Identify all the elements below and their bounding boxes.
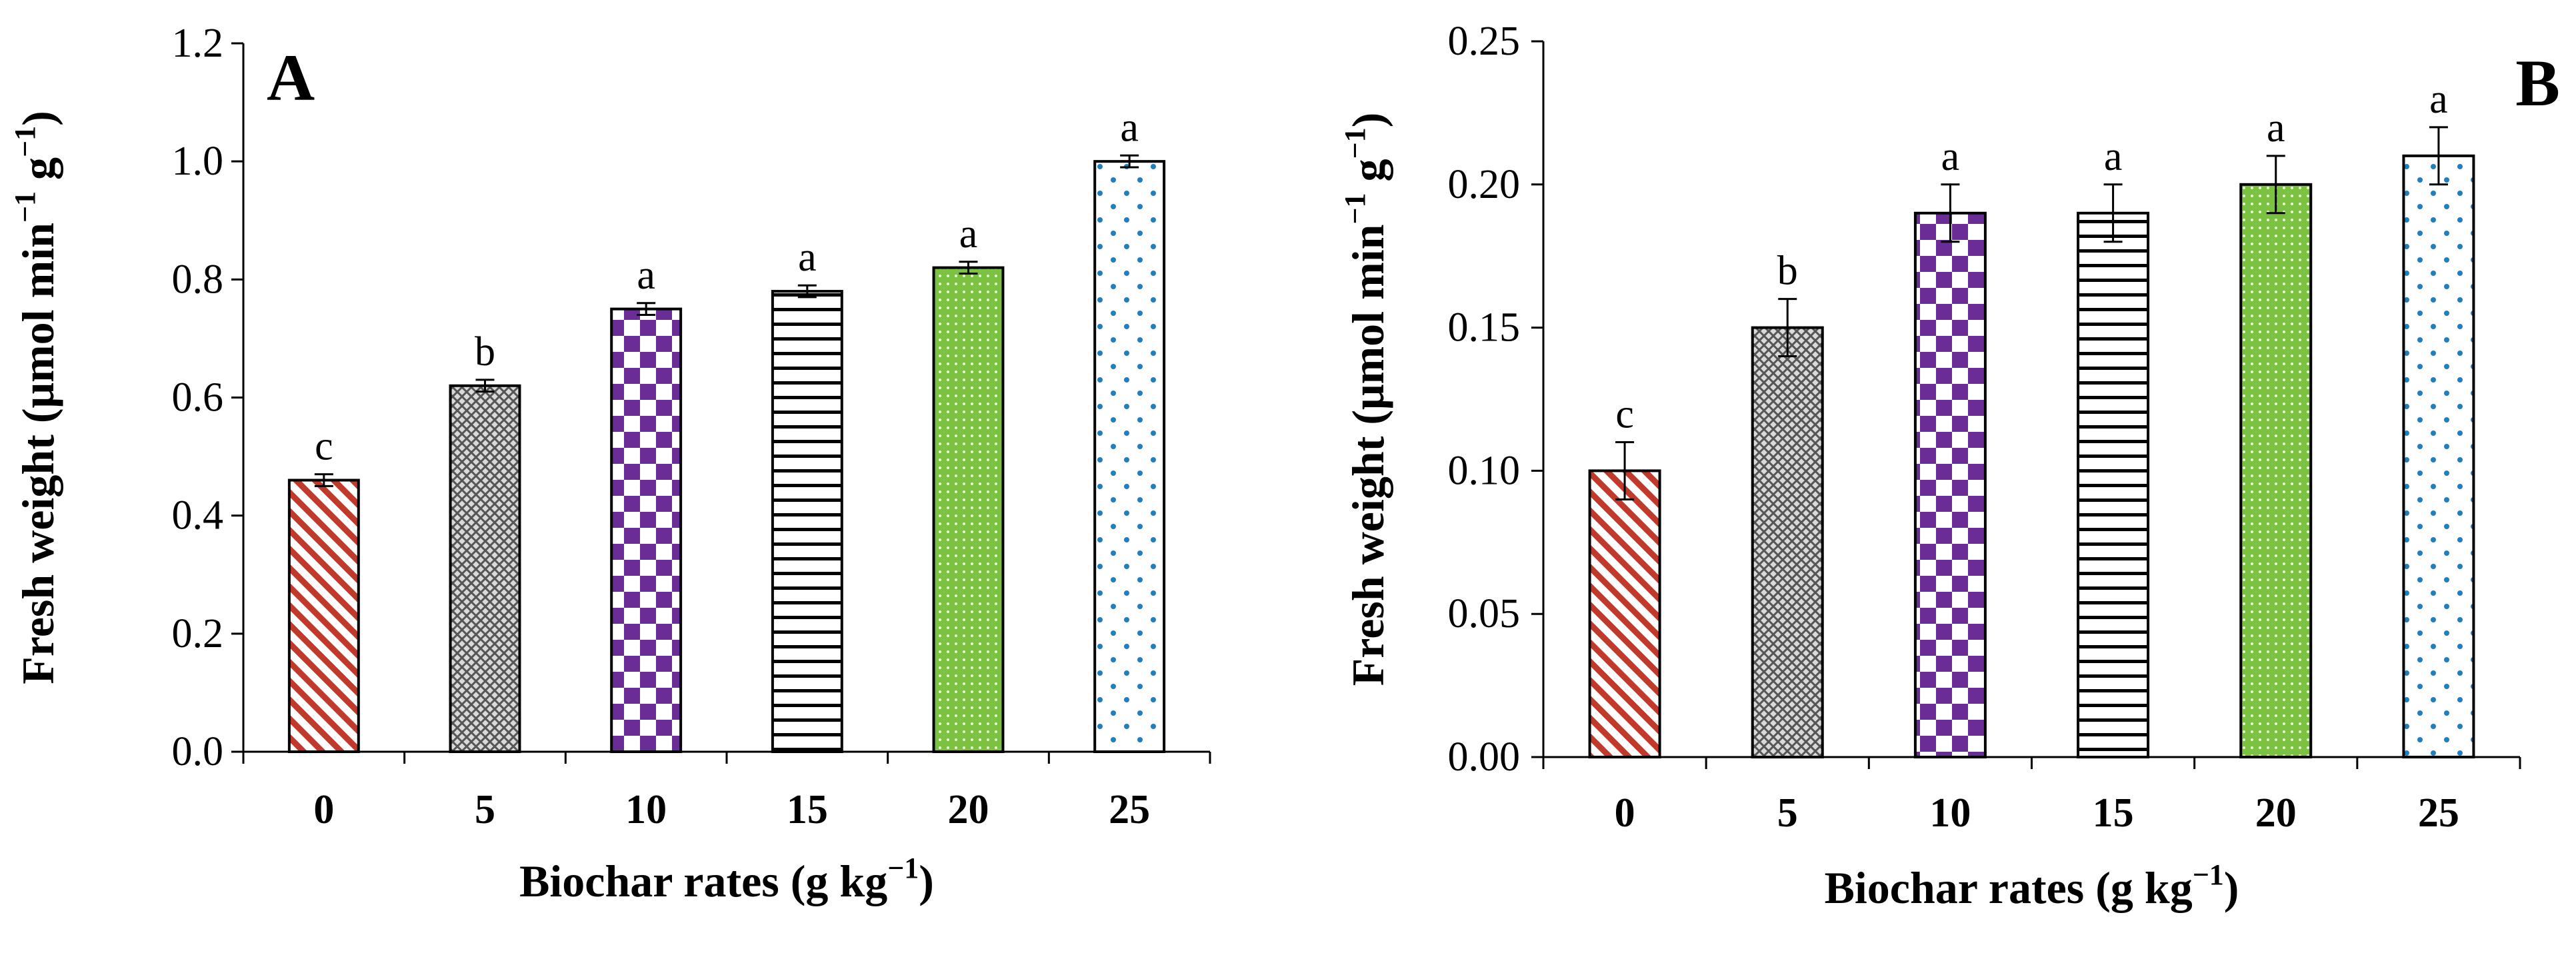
x-axis-label-main: Biochar rates (g kg [519,856,887,906]
bar-20 [2239,183,2313,758]
y-tick-label: 1.0 [172,139,224,184]
y-tick-label: 0.2 [172,611,224,656]
y-tick-label: 0.6 [172,375,224,421]
bar-0 [287,479,360,753]
bar-5 [449,384,521,753]
x-tick-label: 10 [1929,790,1971,836]
panel-b: 0.00 0.05 0.10 0.15 0.20 0.25 c 0 b 5 a 10 a 15 a 20 a 25… [1339,19,2560,913]
x-axis-label: Biochar rates (g kg−1) [519,852,934,906]
x-axis-label-sup: −1 [887,852,919,884]
y-axis-label-sup: −1 [9,126,41,157]
x-tick-label: 5 [475,787,495,832]
bar-0 [1588,469,1661,759]
y-tick-label: 0.8 [172,257,224,302]
x-axis-label-main: Biochar rates (g kg [1825,862,2193,913]
x-axis-label: Biochar rates (g kg−1) [1825,858,2239,913]
y-tick-label: 0.10 [1448,448,1521,493]
y-tick-label: 1.2 [172,21,224,66]
x-axis-label-sup: −1 [2193,858,2224,891]
x-tick-label: 20 [948,787,989,832]
x-axis-label-end: ) [919,856,934,906]
bar-10 [610,307,683,753]
significance-letter: a [2429,77,2448,122]
y-tick-label: 0.4 [172,493,224,538]
y-tick-label: 0.20 [1448,162,1521,207]
panel-letter: B [2515,46,2560,120]
significance-letter: b [1777,249,1798,294]
bar-20 [932,266,1005,754]
y-tick-label: 0.0 [172,729,224,774]
y-axis-label-sup: −1 [1339,127,1371,159]
bar-10 [1913,211,1987,758]
y-tick-label: 0.15 [1448,305,1521,351]
bar-15 [771,290,843,753]
x-tick-label: 25 [1109,787,1150,832]
y-axis-label-main: Fresh weight (μmol min [13,223,63,684]
significance-letter: a [798,235,817,280]
y-axis-label-mid: g [1343,159,1393,193]
significance-letter: b [475,329,495,375]
y-tick-label: 0.00 [1448,734,1521,780]
significance-letter: a [2267,105,2285,151]
x-tick-label: 0 [1615,790,1635,836]
significance-letter: c [315,424,333,469]
y-axis-label-sup: −1 [9,191,41,223]
significance-letter: a [1120,105,1139,150]
x-axis-label-end: ) [2224,862,2239,913]
y-axis-label: Fresh weight (μmol min−1 g−1) [9,111,63,684]
y-axis-label: Fresh weight (μmol min−1 g−1) [1339,113,1393,686]
y-tick-label: 0.25 [1448,19,1521,64]
y-axis-label-mid: g [13,157,63,191]
x-tick-label: 5 [1777,790,1798,836]
significance-letter: a [1941,134,1960,179]
x-tick-label: 15 [787,787,828,832]
panel-letter: A [267,41,315,115]
significance-letter: c [1615,391,1634,437]
y-axis-label-end: ) [1343,113,1393,128]
y-tick-label: 0.05 [1448,591,1521,636]
panel-a: 0.0 0.2 0.4 0.6 0.8 1.0 1.2 c 0 b 5 a 10 a 15 a 20 a 25 A Bi… [9,21,1211,906]
y-axis-label-main: Fresh weight (μmol min [1343,225,1393,686]
significance-letter: a [2104,134,2123,179]
bar-25 [1093,160,1166,753]
significance-letter: a [959,211,978,257]
y-axis-label-end: ) [13,111,63,126]
x-tick-label: 20 [2255,790,2297,836]
x-tick-label: 10 [625,787,667,832]
x-tick-label: 15 [2093,790,2134,836]
bar-15 [2077,211,2150,758]
x-tick-label: 0 [313,787,334,832]
significance-letter: a [637,253,655,298]
bar-25 [2402,154,2475,758]
y-axis-label-sup: −1 [1339,193,1371,224]
bar-5 [1751,326,1824,759]
x-tick-label: 25 [2418,790,2459,836]
